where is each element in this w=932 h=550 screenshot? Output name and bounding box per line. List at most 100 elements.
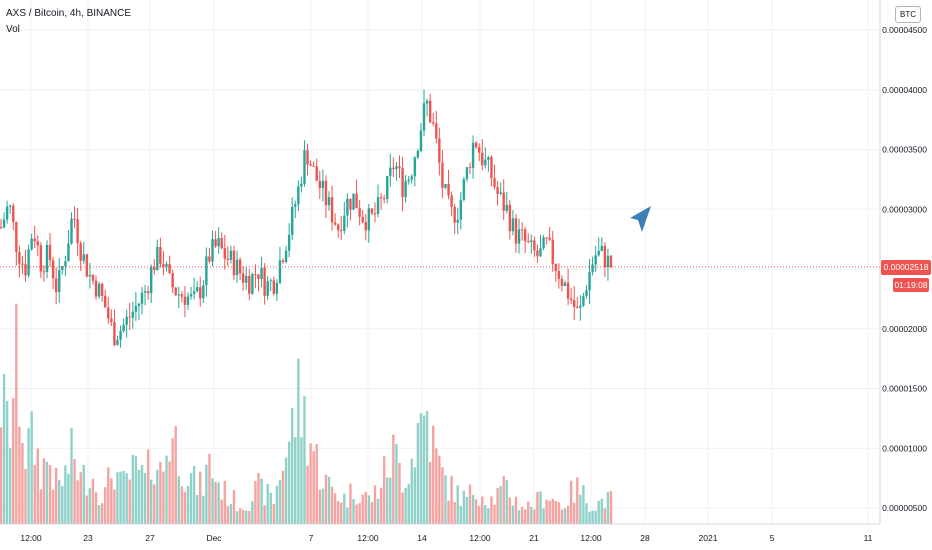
volume-bar bbox=[336, 501, 340, 524]
candle-body bbox=[241, 273, 245, 283]
time-tick-label: 11 bbox=[864, 533, 873, 543]
chart-legend-title[interactable]: AXS / Bitcoin, 4h, BINANCE bbox=[6, 8, 132, 19]
candle-body bbox=[156, 246, 159, 271]
volume-bar bbox=[370, 501, 374, 524]
candle-body bbox=[609, 255, 613, 267]
price-candles bbox=[0, 89, 613, 348]
volume-bar bbox=[241, 509, 245, 524]
candle-body bbox=[508, 204, 512, 232]
volume-bar bbox=[150, 479, 153, 524]
candle-body bbox=[404, 181, 407, 197]
candle-body bbox=[116, 339, 119, 346]
volume-bar bbox=[18, 426, 21, 524]
candle-body bbox=[192, 291, 196, 295]
volume-bar bbox=[557, 502, 561, 524]
time-axis[interactable]: 12:00 23 27 Dec 7 12:00 14 12:00 21 12:00 28 2021 5 1… bbox=[20, 533, 872, 543]
volume-bar bbox=[444, 475, 447, 524]
volume-bar bbox=[168, 461, 171, 524]
volume-bar bbox=[128, 479, 131, 524]
volume-bar bbox=[248, 510, 251, 524]
volume-bar bbox=[410, 458, 413, 524]
candle-body bbox=[21, 263, 24, 265]
candle-body bbox=[327, 197, 331, 206]
candle-body bbox=[432, 122, 435, 124]
price-tick-label: 0.00003500 bbox=[882, 145, 927, 155]
time-tick-label: 12:00 bbox=[469, 533, 491, 543]
candle-body bbox=[566, 282, 570, 299]
price-tick-label: 0.00000500 bbox=[882, 503, 927, 513]
volume-bar bbox=[257, 472, 260, 524]
volume-bar bbox=[389, 477, 392, 524]
volume-bar bbox=[235, 511, 239, 524]
candle-body bbox=[520, 229, 524, 231]
volume-bar bbox=[361, 494, 364, 524]
volume-bar bbox=[533, 509, 536, 524]
volume-bar bbox=[597, 500, 600, 524]
volume-legend-label[interactable]: Vol bbox=[6, 24, 20, 35]
candle-body bbox=[413, 157, 417, 177]
candle-body bbox=[530, 240, 533, 242]
volume-bar bbox=[58, 480, 61, 524]
candle-body bbox=[97, 283, 101, 297]
price-tick-label: 0.00002000 bbox=[882, 324, 927, 334]
candle-body bbox=[131, 311, 135, 318]
volume-bar bbox=[404, 487, 407, 524]
volume-bar bbox=[39, 489, 43, 524]
volume-bar bbox=[382, 456, 386, 524]
candle-body bbox=[576, 306, 579, 308]
candle-body bbox=[493, 178, 496, 187]
candle-body bbox=[42, 271, 46, 273]
candle-body bbox=[85, 254, 89, 277]
volume-bar bbox=[527, 501, 530, 524]
volume-bar bbox=[61, 486, 64, 524]
volume-bar bbox=[143, 473, 147, 524]
volume-bar bbox=[499, 486, 502, 524]
price-tick-label: 0.00004500 bbox=[882, 25, 927, 35]
candle-body bbox=[251, 274, 254, 294]
volume-bar bbox=[76, 480, 79, 524]
volume-bar bbox=[153, 484, 156, 524]
volume-bar bbox=[453, 502, 456, 524]
candle-body bbox=[600, 245, 604, 251]
time-tick-label: 2021 bbox=[699, 533, 718, 543]
volume-bar bbox=[156, 469, 159, 524]
candle-body bbox=[330, 197, 334, 223]
candle-body bbox=[211, 239, 214, 262]
volume-bar bbox=[364, 492, 367, 524]
volume-bar bbox=[416, 423, 420, 524]
volume-bar bbox=[260, 478, 263, 524]
currency-badge[interactable]: BTC bbox=[895, 6, 921, 23]
candle-body bbox=[180, 294, 184, 297]
candle-body bbox=[291, 206, 294, 235]
volume-bar bbox=[119, 471, 122, 524]
candle-body bbox=[477, 147, 481, 153]
candle-body bbox=[300, 183, 303, 187]
candle-body bbox=[79, 243, 82, 261]
volume-bar bbox=[226, 506, 230, 524]
candle-body bbox=[18, 252, 21, 264]
volume-bar bbox=[306, 465, 309, 524]
candle-body bbox=[122, 324, 125, 331]
candle-body bbox=[73, 218, 76, 220]
volume-bar bbox=[471, 494, 475, 524]
volume-bar bbox=[107, 467, 110, 524]
volume-bar bbox=[275, 485, 279, 524]
candle-body bbox=[100, 283, 104, 296]
volume-bar bbox=[554, 500, 558, 524]
candle-body bbox=[557, 271, 561, 279]
candle-body bbox=[582, 296, 585, 306]
volume-bar bbox=[36, 448, 39, 524]
volume-bar bbox=[481, 496, 484, 524]
candle-body bbox=[110, 318, 113, 323]
volume-bar bbox=[355, 504, 358, 524]
candle-body bbox=[177, 294, 180, 296]
volume-bar bbox=[358, 503, 361, 524]
candle-body bbox=[205, 256, 208, 286]
candle-body bbox=[51, 260, 55, 279]
volume-bar bbox=[79, 472, 82, 524]
volume-bar bbox=[284, 457, 288, 524]
volume-bar bbox=[67, 473, 70, 524]
candle-body bbox=[125, 316, 128, 325]
volume-bar bbox=[450, 475, 453, 524]
